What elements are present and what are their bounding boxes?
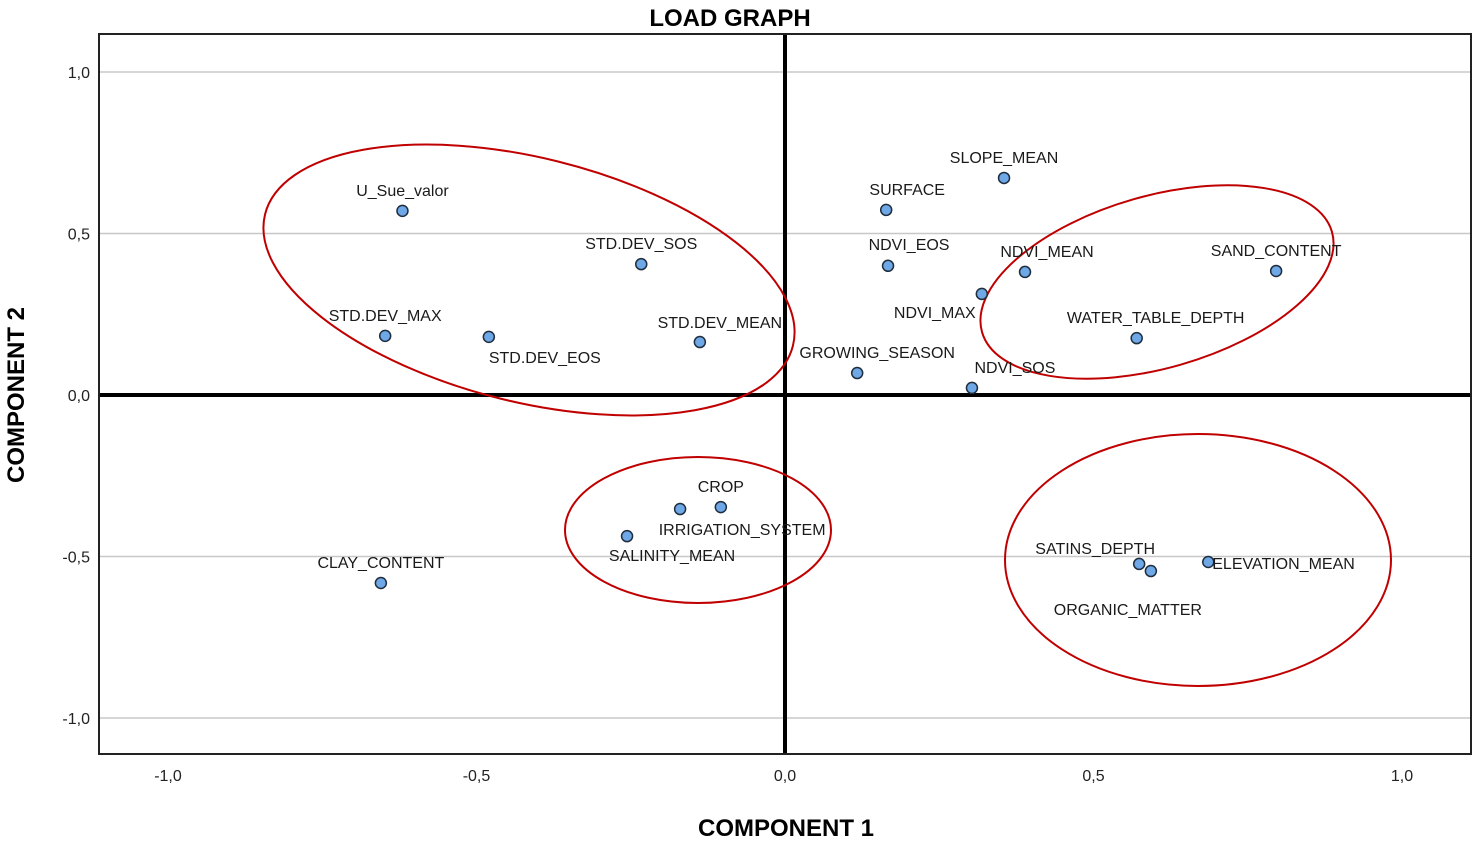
data-point-group: IRRIGATION_SYSTEM [659, 502, 826, 539]
data-point [1018, 265, 1032, 279]
data-point-group: CROP [698, 479, 744, 514]
x-tick-label: 0,0 [774, 768, 796, 785]
x-tick-label: -1,0 [154, 768, 182, 785]
data-point [1130, 331, 1143, 345]
point-label: NDVI_EOS [869, 237, 950, 254]
point-label: STD.DEV_EOS [489, 350, 601, 367]
y-tick-label: 1,0 [68, 65, 90, 82]
data-point [378, 329, 392, 343]
data-point-group: SALINITY_MEAN [609, 529, 735, 565]
zero-axes [99, 34, 1471, 754]
data-point-group: NDVI_MEAN [1000, 244, 1094, 279]
point-label: NDVI_MEAN [1000, 244, 1093, 261]
x-tick-label: 0,5 [1082, 768, 1104, 785]
data-point-group: GROWING_SEASON [799, 345, 955, 380]
point-label: ORGANIC_MATTER [1054, 602, 1202, 619]
x-tick-labels: -1,0 -0,5 0,0 0,5 1,0 [154, 768, 1413, 785]
point-label: GROWING_SEASON [799, 345, 955, 362]
data-point-group: STD.DEV_MEAN [658, 315, 782, 349]
group-highlights [262, 143, 1392, 687]
data-point-group: ORGANIC_MATTER [1054, 564, 1202, 619]
point-label: ELEVATION_MEAN [1212, 556, 1355, 573]
data-point-group: SURFACE [869, 182, 945, 217]
point-label: NDVI_MAX [894, 305, 976, 322]
data-point [997, 171, 1011, 185]
point-label: CLAY_CONTENT [317, 555, 444, 572]
highlight-ellipse-management [564, 456, 832, 604]
point-label: SLOPE_MEAN [950, 150, 1058, 167]
point-label: SATINS_DEPTH [1035, 541, 1155, 558]
point-label: U_Sue_valor [356, 183, 449, 200]
highlight-ellipse-depth-elevation [1004, 433, 1392, 687]
y-tick-label: -0,5 [62, 550, 90, 567]
point-label: IRRIGATION_SYSTEM [659, 522, 826, 539]
data-point-group: U_Sue_valor [356, 183, 449, 218]
y-tick-label: 0,0 [68, 388, 90, 405]
point-label: CROP [698, 479, 744, 496]
point-label: SALINITY_MEAN [609, 548, 735, 565]
chart-title: LOAD GRAPH [649, 5, 810, 32]
data-point-group: ELEVATION_MEAN [1202, 555, 1355, 573]
data-point-group: WATER_TABLE_DEPTH [1067, 310, 1245, 345]
data-point [620, 529, 634, 543]
y-tick-label: -1,0 [62, 711, 90, 728]
point-label: SAND_CONTENT [1211, 243, 1342, 260]
data-point-group: STD.DEV_MAX [329, 308, 442, 343]
data-point-group: SAND_CONTENT [1211, 243, 1342, 278]
point-label: NDVI_SOS [974, 360, 1055, 377]
data-point [1269, 264, 1283, 278]
x-tick-label: 1,0 [1391, 768, 1413, 785]
point-label: STD.DEV_MEAN [658, 315, 782, 332]
data-point [879, 203, 893, 217]
data-point-group: SLOPE_MEAN [950, 150, 1058, 185]
data-point [673, 502, 687, 516]
data-point [850, 366, 864, 380]
data-point [1202, 555, 1215, 569]
point-label: STD.DEV_SOS [585, 236, 697, 253]
data-point-group: NDVI_EOS [869, 237, 950, 273]
data-point [975, 287, 989, 301]
data-point [965, 381, 979, 395]
data-points: U_Sue_valor STD.DEV_SOS STD.DEV_MAX STD.DEV… [317, 150, 1354, 619]
y-axis-label: COMPONENT 2 [3, 307, 30, 483]
data-point [396, 204, 409, 218]
data-point [881, 259, 895, 273]
data-point-group: STD.DEV_SOS [585, 236, 697, 271]
y-tick-label: 0,5 [68, 227, 90, 244]
data-point [374, 576, 388, 590]
data-point [714, 500, 728, 514]
highlight-ellipse-soil-texture [979, 184, 1335, 380]
point-label: STD.DEV_MAX [329, 308, 442, 325]
data-point-group: STD.DEV_EOS [482, 330, 601, 367]
data-point [693, 335, 707, 349]
data-point-group: CLAY_CONTENT [317, 555, 445, 590]
point-label: SURFACE [869, 182, 945, 199]
data-point-group: NDVI_SOS [965, 360, 1055, 395]
y-tick-labels: 1,0 0,5 0,0 -0,5 -1,0 [62, 65, 90, 728]
data-point [1144, 564, 1158, 578]
point-label: WATER_TABLE_DEPTH [1067, 310, 1245, 327]
data-point [634, 257, 648, 271]
highlight-ellipse-std-dev [262, 143, 796, 417]
plot-frame [98, 33, 1472, 755]
data-point-group: NDVI_MAX [894, 287, 989, 322]
data-point-group: SATINS_DEPTH [1035, 541, 1155, 571]
data-point [482, 330, 496, 344]
x-tick-label: -0,5 [463, 768, 491, 785]
x-axis-label: COMPONENT 1 [698, 815, 874, 842]
data-point [1132, 557, 1146, 571]
